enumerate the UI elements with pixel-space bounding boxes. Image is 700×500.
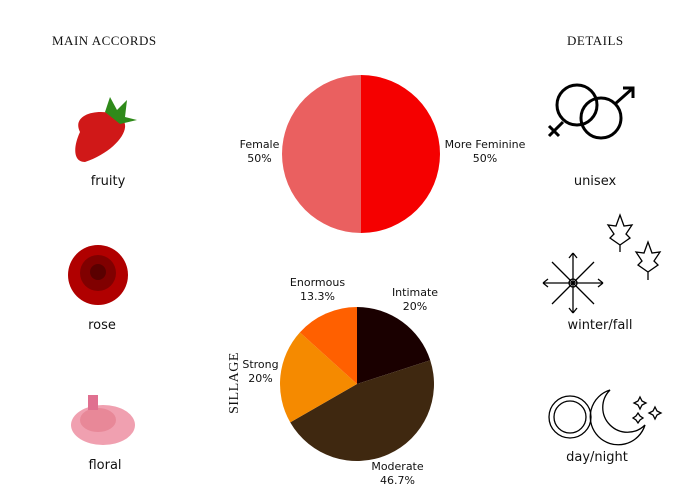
pie-slice-intimate: [357, 307, 431, 384]
pie-label-strong: Strong 20%: [242, 358, 279, 385]
sun-moon-icon: [548, 389, 663, 446]
accord-label: floral: [88, 458, 122, 473]
pie-label-intimate: Intimate 20%: [391, 286, 439, 313]
strawberry-image: [75, 97, 137, 162]
carnation-image: [71, 395, 135, 445]
main-accords-heading: MAIN ACCORDS: [52, 33, 157, 48]
pie-slice-more-feminine: [361, 75, 440, 233]
pie-label-enormous: Enormous 13.3%: [289, 276, 346, 303]
detail-label: day/night: [566, 450, 628, 465]
pie-slice-female: [282, 75, 361, 233]
accord-label: rose: [88, 318, 116, 333]
detail-label: unisex: [573, 174, 617, 189]
pie-slice-enormous: [299, 307, 357, 384]
details-heading: DETAILS: [567, 33, 624, 48]
pie-label-female: Female 50%: [239, 138, 280, 165]
pie-slice-moderate: [290, 360, 434, 461]
detail-label: winter/fall: [567, 318, 633, 333]
accord-label: fruity: [90, 174, 126, 189]
sillage-axis-label: SILLAGE: [227, 352, 242, 414]
gender-symbols-icon: [547, 83, 635, 140]
snowflake-maple-leaves-icon: [542, 213, 662, 314]
pie-label-more-feminine: More Feminine 50%: [444, 138, 526, 165]
rose-image: [68, 245, 128, 305]
pie-label-moderate: Moderate 46.7%: [371, 460, 424, 487]
pie-slice-strong: [280, 332, 357, 423]
